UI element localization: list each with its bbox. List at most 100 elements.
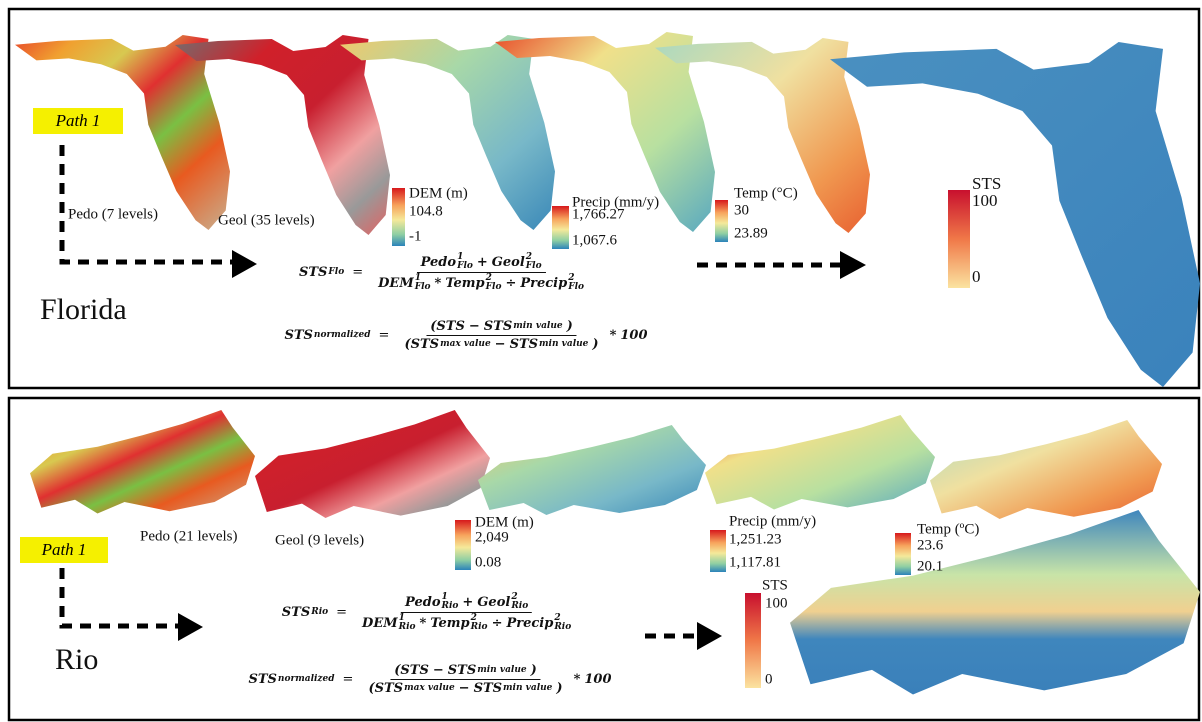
map xyxy=(790,510,1200,695)
term-base: ÷ xyxy=(505,276,516,291)
region-name: Rio xyxy=(55,643,98,676)
subscript: Rio xyxy=(311,608,328,617)
term-base: − xyxy=(495,337,506,352)
formula-term: STSFlo xyxy=(299,265,344,280)
formula-term: Geol2Flo xyxy=(492,253,542,271)
subscript: Rio xyxy=(399,623,416,632)
formula-term: − xyxy=(469,319,480,334)
term-base: (STS xyxy=(430,319,465,334)
path-label: Path 1 xyxy=(20,537,108,563)
formula-term: (STSmax value xyxy=(368,681,454,696)
formula-term: * xyxy=(435,276,442,291)
term-base: STS xyxy=(510,337,538,352)
term-base: 100 xyxy=(620,328,647,343)
term-base: * xyxy=(420,616,427,631)
scripts: min value xyxy=(513,322,562,331)
term-base: DEM xyxy=(362,616,398,631)
subscript: Flo xyxy=(457,262,473,271)
formula-term: * xyxy=(574,672,581,687)
arrowhead xyxy=(697,622,722,650)
term-base: ) xyxy=(556,681,562,696)
legend-max: 23.6 xyxy=(917,537,944,553)
map xyxy=(478,425,706,515)
scripts: min value xyxy=(503,684,552,693)
colorbar xyxy=(455,520,471,570)
arrowhead xyxy=(232,250,257,278)
legend-min: 23.89 xyxy=(734,225,768,241)
scripts: max value xyxy=(440,340,491,349)
term-base: (STS xyxy=(404,337,439,352)
equals: = xyxy=(352,265,363,280)
term-base: ) xyxy=(531,663,537,678)
fraction: Pedo1Flo+Geol2FloDEM1Flo*Temp2Flo÷Precip… xyxy=(374,252,588,293)
formula-term: + xyxy=(477,255,488,270)
subscript: min value xyxy=(477,666,526,675)
formula-term: − xyxy=(459,681,470,696)
legend-title: Precip (mm/y) xyxy=(729,513,816,529)
scripts: normalized xyxy=(314,331,371,340)
scripts: min value xyxy=(477,666,526,675)
term-base: STS xyxy=(299,265,327,280)
scripts: 2Rio xyxy=(511,593,528,611)
legend-title: DEM (m) xyxy=(409,185,468,201)
term-base: ÷ xyxy=(492,616,503,631)
scripts: 1Rio xyxy=(442,593,459,611)
legend-max: 100 xyxy=(765,595,788,611)
formula-term: ) xyxy=(556,681,562,696)
legend-title: Temp (°C) xyxy=(734,185,798,201)
geol-label: Geol (35 levels) xyxy=(218,212,315,228)
scripts: max value xyxy=(404,684,455,693)
numerator: (STS−STSmin value) xyxy=(426,318,577,336)
formula-term: ÷ xyxy=(505,276,516,291)
formula-term: ÷ xyxy=(492,616,503,631)
maps xyxy=(15,32,1200,695)
region-name: Florida xyxy=(40,293,127,326)
term-base: STS xyxy=(284,328,312,343)
formula-term: (STS xyxy=(394,663,429,678)
page: Pedo (7 levels) Geol (35 levels) DEM (m)… xyxy=(0,0,1202,722)
term-base: Pedo xyxy=(421,255,456,270)
subscript: Flo xyxy=(526,262,542,271)
fraction: Pedo1Rio+Geol2RioDEM1Rio*Temp2Rio÷Precip… xyxy=(358,592,575,633)
term-base: Geol xyxy=(492,255,525,270)
legend-title: Temp (ºC) xyxy=(917,521,979,537)
term-base: STS xyxy=(484,319,512,334)
formula-term: − xyxy=(433,663,444,678)
legend-min: 20.1 xyxy=(917,558,943,574)
legend-min: 1,117.81 xyxy=(729,554,781,570)
legend-min: 0.08 xyxy=(475,554,501,570)
formula-term: Pedo1Flo xyxy=(421,253,473,271)
term-base: STS xyxy=(448,663,476,678)
legend-max: 100 xyxy=(972,191,998,210)
formula-term: STSmin value xyxy=(448,663,527,678)
formula: STSFlo=Pedo1Flo+Geol2FloDEM1Flo*Temp2Flo… xyxy=(297,252,593,293)
formula-term: STSnormalized xyxy=(284,328,370,343)
arrow xyxy=(62,568,178,626)
subscript: Rio xyxy=(471,623,488,632)
legend-max: 1,766.27 xyxy=(572,206,625,222)
subscript: Rio xyxy=(554,623,571,632)
colorbar xyxy=(552,206,569,249)
legend-min: -1 xyxy=(409,228,422,244)
formula-term: STSmin value xyxy=(474,681,553,696)
scripts: 2Flo xyxy=(486,274,502,292)
formula-term: (STS xyxy=(430,319,465,334)
fraction: (STS−STSmin value)(STSmax value−STSmin v… xyxy=(364,662,566,697)
colorbar xyxy=(710,530,726,572)
legend-max: 104.8 xyxy=(409,203,443,219)
arrowhead xyxy=(178,613,203,641)
arrowhead xyxy=(840,251,866,279)
formula-term: * xyxy=(610,328,617,343)
scripts: min value xyxy=(539,340,588,349)
map xyxy=(255,410,490,518)
